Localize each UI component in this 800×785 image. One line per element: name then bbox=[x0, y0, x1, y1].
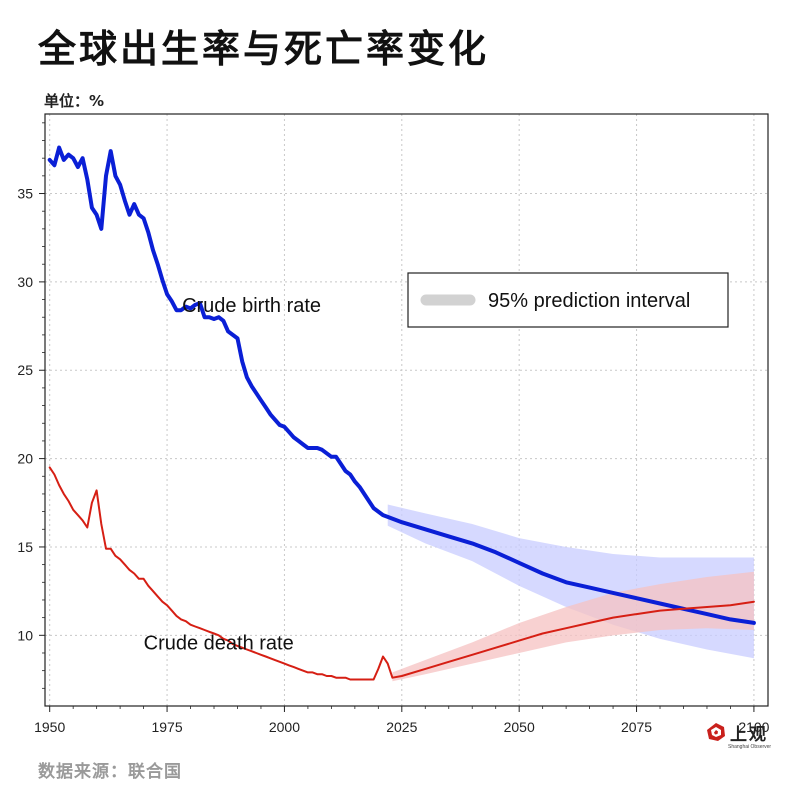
page-title: 全球出生率与死亡率变化 bbox=[38, 27, 490, 71]
x-tick-label: 1950 bbox=[34, 719, 65, 735]
birth-rate-line bbox=[47, 145, 756, 625]
death-rate-line bbox=[48, 466, 755, 681]
y-tick-label: 30 bbox=[17, 274, 33, 290]
x-tick-label: 2025 bbox=[386, 719, 417, 735]
plot-frame bbox=[44, 113, 769, 707]
series-lines bbox=[47, 145, 756, 681]
data-source: 数据来源：联合国 bbox=[38, 762, 182, 782]
x-tick-label: 2075 bbox=[621, 719, 652, 735]
chart-legend: 95% prediction interval bbox=[407, 272, 729, 328]
x-tick-label: 1975 bbox=[151, 719, 182, 735]
logo-subtext: Shanghai Observer bbox=[728, 744, 772, 750]
logo-text: 上观 bbox=[730, 725, 768, 745]
logo-icon bbox=[707, 723, 725, 741]
y-tick-label: 10 bbox=[17, 627, 33, 643]
x-tick-label: 2050 bbox=[504, 719, 535, 735]
chart-grid bbox=[45, 114, 768, 706]
prediction-bands bbox=[387, 504, 754, 682]
x-tick-label: 2000 bbox=[269, 719, 300, 735]
birth-rate-annotation: Crude birth rate bbox=[182, 295, 321, 317]
death-rate-annotation: Crude death rate bbox=[144, 632, 294, 654]
series-annotations: Crude birth rate Crude death rate bbox=[144, 295, 321, 655]
y-tick-label: 20 bbox=[17, 451, 33, 467]
y-tick-label: 25 bbox=[17, 362, 33, 378]
y-tick-label: 35 bbox=[17, 186, 33, 202]
unit-label: 单位：% bbox=[44, 92, 105, 110]
x-tick-label: 2100 bbox=[738, 719, 769, 735]
brand-logo: 上观 Shanghai Observer bbox=[706, 720, 786, 778]
legend-label: 95% prediction interval bbox=[488, 290, 690, 312]
y-tick-label: 15 bbox=[17, 539, 33, 555]
